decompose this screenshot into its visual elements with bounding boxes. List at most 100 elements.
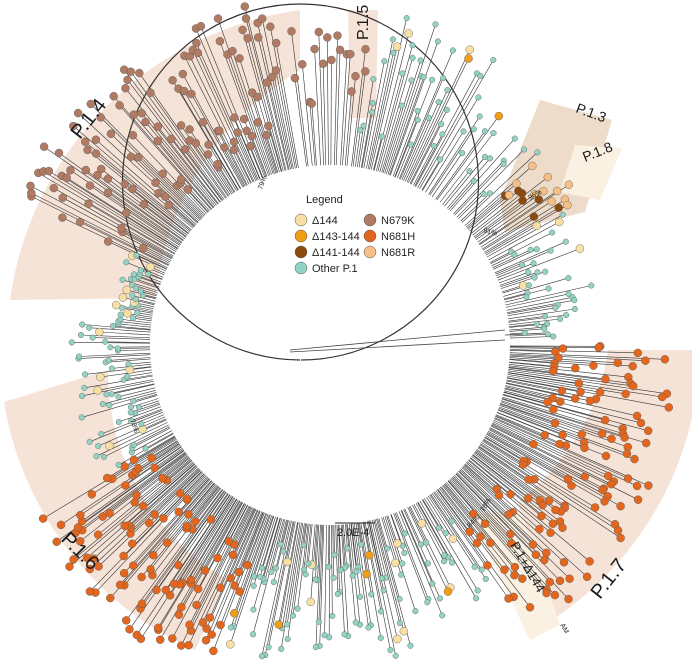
tree-branch bbox=[480, 443, 535, 480]
tree-tip bbox=[62, 173, 71, 183]
tree-branch bbox=[133, 479, 211, 566]
tree-branch bbox=[130, 408, 162, 422]
legend-item-d141-144: Δ141-144 bbox=[294, 245, 360, 259]
tree-tip bbox=[531, 274, 538, 281]
tree-tip bbox=[105, 509, 114, 518]
tree-branch bbox=[504, 296, 527, 303]
tree-tip bbox=[137, 599, 147, 608]
tree-branch bbox=[347, 524, 353, 576]
legend-label: Other P.1 bbox=[312, 263, 358, 275]
tree-tip bbox=[315, 618, 322, 625]
tree-tip bbox=[78, 414, 85, 421]
tree-tip bbox=[444, 87, 451, 94]
tree-branch bbox=[280, 519, 287, 545]
tree-branch bbox=[413, 504, 445, 562]
tree-branch bbox=[195, 487, 222, 522]
tree-tip bbox=[588, 282, 595, 289]
tree-tip bbox=[134, 309, 141, 316]
support-label: 78% bbox=[128, 418, 139, 434]
tree-branch bbox=[415, 502, 445, 556]
tree-branch bbox=[509, 326, 544, 331]
tree-tip bbox=[262, 130, 271, 140]
tree-tip bbox=[133, 252, 140, 259]
tree-branch bbox=[413, 145, 435, 186]
tree-branch bbox=[172, 80, 239, 191]
tree-branch bbox=[308, 524, 313, 564]
tree-tip bbox=[185, 620, 194, 629]
tree-branch bbox=[509, 355, 618, 364]
tree-branch bbox=[478, 190, 558, 245]
tree-tip bbox=[137, 572, 146, 582]
tree-tip bbox=[213, 159, 222, 169]
tree-branch bbox=[251, 135, 268, 177]
tree-tip bbox=[106, 129, 116, 139]
tree-tip bbox=[115, 419, 122, 426]
tree-branch bbox=[506, 377, 669, 408]
tree-tip bbox=[518, 574, 527, 583]
tree-tip bbox=[664, 403, 673, 412]
tree-branch bbox=[106, 383, 155, 395]
tree-branch bbox=[469, 457, 542, 517]
tree-tip bbox=[429, 76, 436, 83]
tree-tip bbox=[438, 121, 445, 128]
tree-tip bbox=[330, 574, 337, 581]
tree-tip bbox=[362, 569, 371, 579]
tree-branch bbox=[303, 523, 310, 570]
tree-branch bbox=[179, 497, 235, 585]
tree-branch bbox=[186, 476, 208, 499]
tree-tip bbox=[137, 288, 144, 295]
tree-branch bbox=[333, 524, 335, 555]
tree-branch bbox=[136, 255, 167, 270]
tree-branch bbox=[132, 317, 152, 322]
tree-branch bbox=[417, 502, 449, 558]
tree-branch bbox=[129, 491, 227, 630]
tree-tip bbox=[240, 2, 250, 11]
tree-tip bbox=[152, 585, 161, 595]
tree-tip bbox=[87, 490, 97, 499]
tree-tip bbox=[174, 507, 183, 517]
tree-branch bbox=[130, 466, 198, 528]
long-internal-branch bbox=[289, 329, 546, 353]
tree-tip bbox=[574, 379, 583, 388]
tree-branch bbox=[180, 179, 210, 212]
tree-branch bbox=[426, 496, 454, 539]
tree-tip bbox=[123, 309, 132, 318]
tree-branch bbox=[130, 156, 200, 222]
tree-branch bbox=[503, 277, 569, 297]
tree-branch bbox=[419, 59, 494, 189]
tree-tip bbox=[251, 573, 258, 580]
legend: Legend Δ144 Δ143-144 Δ141-144 Other P.1 … bbox=[294, 194, 415, 275]
tree-branch bbox=[455, 473, 537, 556]
tree-tip bbox=[585, 557, 594, 566]
tree-tip bbox=[115, 580, 125, 589]
tree-tip bbox=[144, 518, 154, 528]
tree-tip bbox=[604, 471, 613, 481]
tree-branch bbox=[126, 262, 164, 278]
tree-branch bbox=[494, 241, 566, 274]
tree-tip bbox=[250, 631, 257, 638]
tree-branch bbox=[132, 188, 189, 234]
tree-tip bbox=[310, 44, 319, 54]
tree-tip bbox=[565, 574, 574, 583]
tree-tip bbox=[193, 48, 203, 57]
tree-branch bbox=[90, 103, 204, 218]
tree-tip bbox=[482, 128, 489, 135]
tree-branch bbox=[509, 336, 554, 339]
tree-tip bbox=[52, 537, 61, 546]
tree-tip bbox=[550, 419, 560, 428]
tree-tip bbox=[84, 199, 93, 209]
tree-tip bbox=[555, 439, 564, 449]
tree-tip bbox=[352, 619, 359, 626]
tree-branch bbox=[112, 438, 177, 480]
tree-branch bbox=[428, 495, 475, 568]
tree-tip bbox=[227, 624, 234, 631]
tree-branch bbox=[485, 225, 537, 256]
tree-branch bbox=[446, 158, 491, 209]
tree-branch bbox=[335, 49, 341, 166]
tree-tip bbox=[504, 190, 514, 200]
tree-tip bbox=[123, 75, 132, 85]
tree-tip bbox=[556, 397, 565, 406]
tree-tip bbox=[370, 76, 377, 83]
tree-branch bbox=[381, 105, 402, 173]
tree-branch bbox=[275, 70, 296, 169]
